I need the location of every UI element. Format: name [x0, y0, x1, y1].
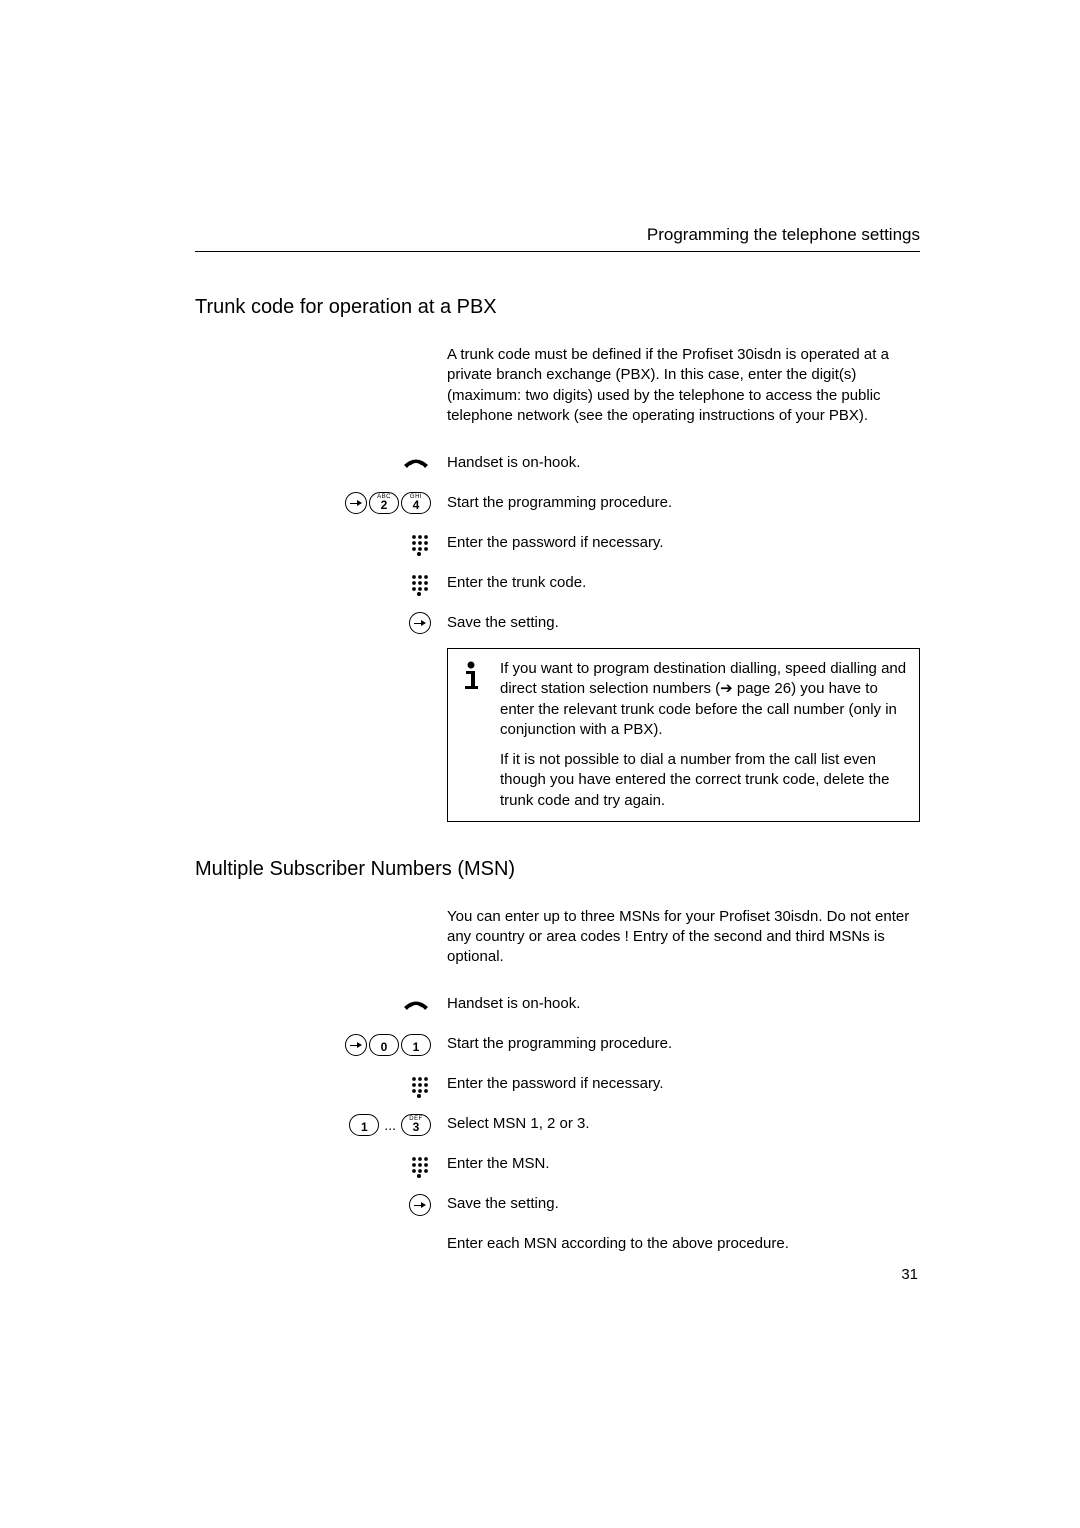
step-row: Enter the trunk code.: [195, 568, 920, 598]
section-title-msn: Multiple Subscriber Numbers (MSN): [195, 858, 920, 881]
key-label-sup: GHI: [410, 494, 422, 500]
store-icon: [345, 1034, 367, 1056]
info-icon: [460, 659, 486, 811]
step-row: 1 ... DEF 3 Select MSN 1, 2 or 3.: [195, 1110, 920, 1140]
closing-text: Enter each MSN according to the above pr…: [447, 1234, 920, 1254]
step-text: Enter the password if necessary.: [447, 533, 664, 553]
key-2-button: ABC 2: [369, 492, 399, 514]
note-box: If you want to program destination diall…: [447, 648, 920, 822]
section-title-trunk: Trunk code for operation at a PBX: [195, 296, 920, 319]
note-paragraph: If you want to program destination diall…: [500, 659, 907, 740]
step-text: Select MSN 1, 2 or 3.: [447, 1114, 590, 1134]
store-icon: [409, 612, 431, 634]
step-row: ABC 2 GHI 4 Start the programming proced…: [195, 488, 920, 518]
arrow-icon: ➔: [720, 680, 733, 697]
key-label-sup: ABC: [377, 494, 391, 500]
step-text: Save the setting.: [447, 613, 559, 633]
store-icon: [345, 492, 367, 514]
key-1-button: 1: [401, 1034, 431, 1056]
note-paragraph: If it is not possible to dial a number f…: [500, 750, 907, 811]
step-text: Handset is on-hook.: [447, 453, 580, 473]
step-row: Enter the password if necessary.: [195, 1070, 920, 1100]
key-label-num: 2: [381, 498, 388, 512]
page-number: 31: [901, 1266, 918, 1283]
key-0-button: 0: [369, 1034, 399, 1056]
key-3-button: DEF 3: [401, 1114, 431, 1136]
key-label-num: 1: [361, 1120, 368, 1134]
key-label-sup: DEF: [409, 1116, 423, 1122]
keypad-icon: [409, 1074, 431, 1096]
header-rule: [195, 251, 920, 252]
step-text: Enter the password if necessary.: [447, 1074, 664, 1094]
handset-icon: [401, 999, 431, 1011]
step-text: Start the programming procedure.: [447, 1034, 672, 1054]
section2-intro: You can enter up to three MSNs for your …: [447, 907, 920, 968]
step-row: 0 1 Start the programming procedure.: [195, 1030, 920, 1060]
section1-intro: A trunk code must be defined if the Prof…: [447, 345, 920, 426]
step-row: Handset is on-hook.: [195, 448, 920, 478]
keypad-icon: [409, 532, 431, 554]
step-text: Start the programming procedure.: [447, 493, 672, 513]
keypad-icon: [409, 572, 431, 594]
key-label-num: 0: [381, 1040, 388, 1054]
keypad-icon: [409, 1154, 431, 1176]
step-row: Handset is on-hook.: [195, 990, 920, 1020]
key-label-num: 3: [413, 1120, 420, 1134]
key-label-num: 1: [413, 1040, 420, 1054]
step-text: Handset is on-hook.: [447, 994, 580, 1014]
step-text: Enter the trunk code.: [447, 573, 586, 593]
handset-icon: [401, 457, 431, 469]
store-icon: [409, 1194, 431, 1216]
ellipsis: ...: [381, 1117, 399, 1133]
step-row: Save the setting.: [195, 608, 920, 638]
key-1-button: 1: [349, 1114, 379, 1136]
step-row: Enter the password if necessary.: [195, 528, 920, 558]
step-text: Save the setting.: [447, 1194, 559, 1214]
key-label-num: 4: [413, 498, 420, 512]
key-4-button: GHI 4: [401, 492, 431, 514]
running-header: Programming the telephone settings: [195, 225, 920, 245]
step-row: Save the setting.: [195, 1190, 920, 1220]
step-row: Enter the MSN.: [195, 1150, 920, 1180]
step-text: Enter the MSN.: [447, 1154, 550, 1174]
